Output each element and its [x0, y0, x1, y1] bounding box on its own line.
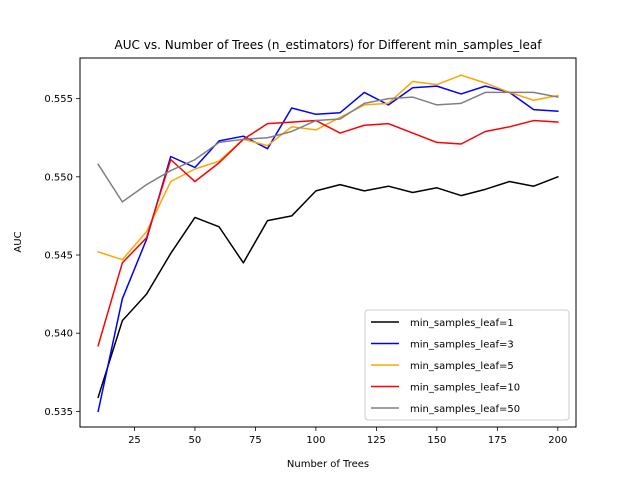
legend-label-3: min_samples_leaf=10 [410, 383, 520, 394]
series-line-1 [97, 85, 559, 413]
y-tick-label: 0.555 [44, 94, 73, 105]
x-tick-label: 150 [427, 435, 446, 446]
legend: min_samples_leaf=1 min_samples_leaf=3 min_… [364, 309, 570, 421]
y-tick-label: 0.545 [44, 251, 73, 262]
y-tick-label: 0.550 [44, 172, 73, 183]
series-line-0 [97, 175, 559, 399]
x-tick-label: 125 [367, 435, 386, 446]
plot-frame [79, 57, 577, 428]
x-axis: 25 50 75 100 125 150 175 200 [128, 427, 567, 446]
y-tick-label: 0.535 [44, 407, 73, 418]
legend-label-1: min_samples_leaf=3 [410, 340, 514, 351]
legend-label-2: min_samples_leaf=5 [410, 361, 514, 372]
x-tick-label: 75 [249, 435, 262, 446]
legend-box [364, 309, 570, 421]
x-axis-label: Number of Trees [287, 459, 369, 470]
x-tick-label: 50 [189, 435, 202, 446]
legend-label-0: min_samples_leaf=1 [410, 318, 514, 329]
y-axis: 0.535 0.540 0.545 0.550 0.555 [44, 94, 80, 418]
x-tick-label: 25 [128, 435, 141, 446]
chart-title: AUC vs. Number of Trees (n_estimators) f… [115, 38, 543, 52]
y-tick-label: 0.540 [44, 329, 73, 340]
series-line-3 [97, 119, 559, 347]
series-layer [97, 74, 559, 413]
y-axis-label: AUC [13, 231, 24, 252]
x-tick-label: 200 [548, 435, 567, 446]
x-tick-label: 100 [306, 435, 325, 446]
x-tick-label: 175 [488, 435, 507, 446]
series-line-2 [97, 74, 559, 261]
series-line-4 [97, 91, 559, 203]
legend-label-4: min_samples_leaf=50 [410, 404, 520, 415]
